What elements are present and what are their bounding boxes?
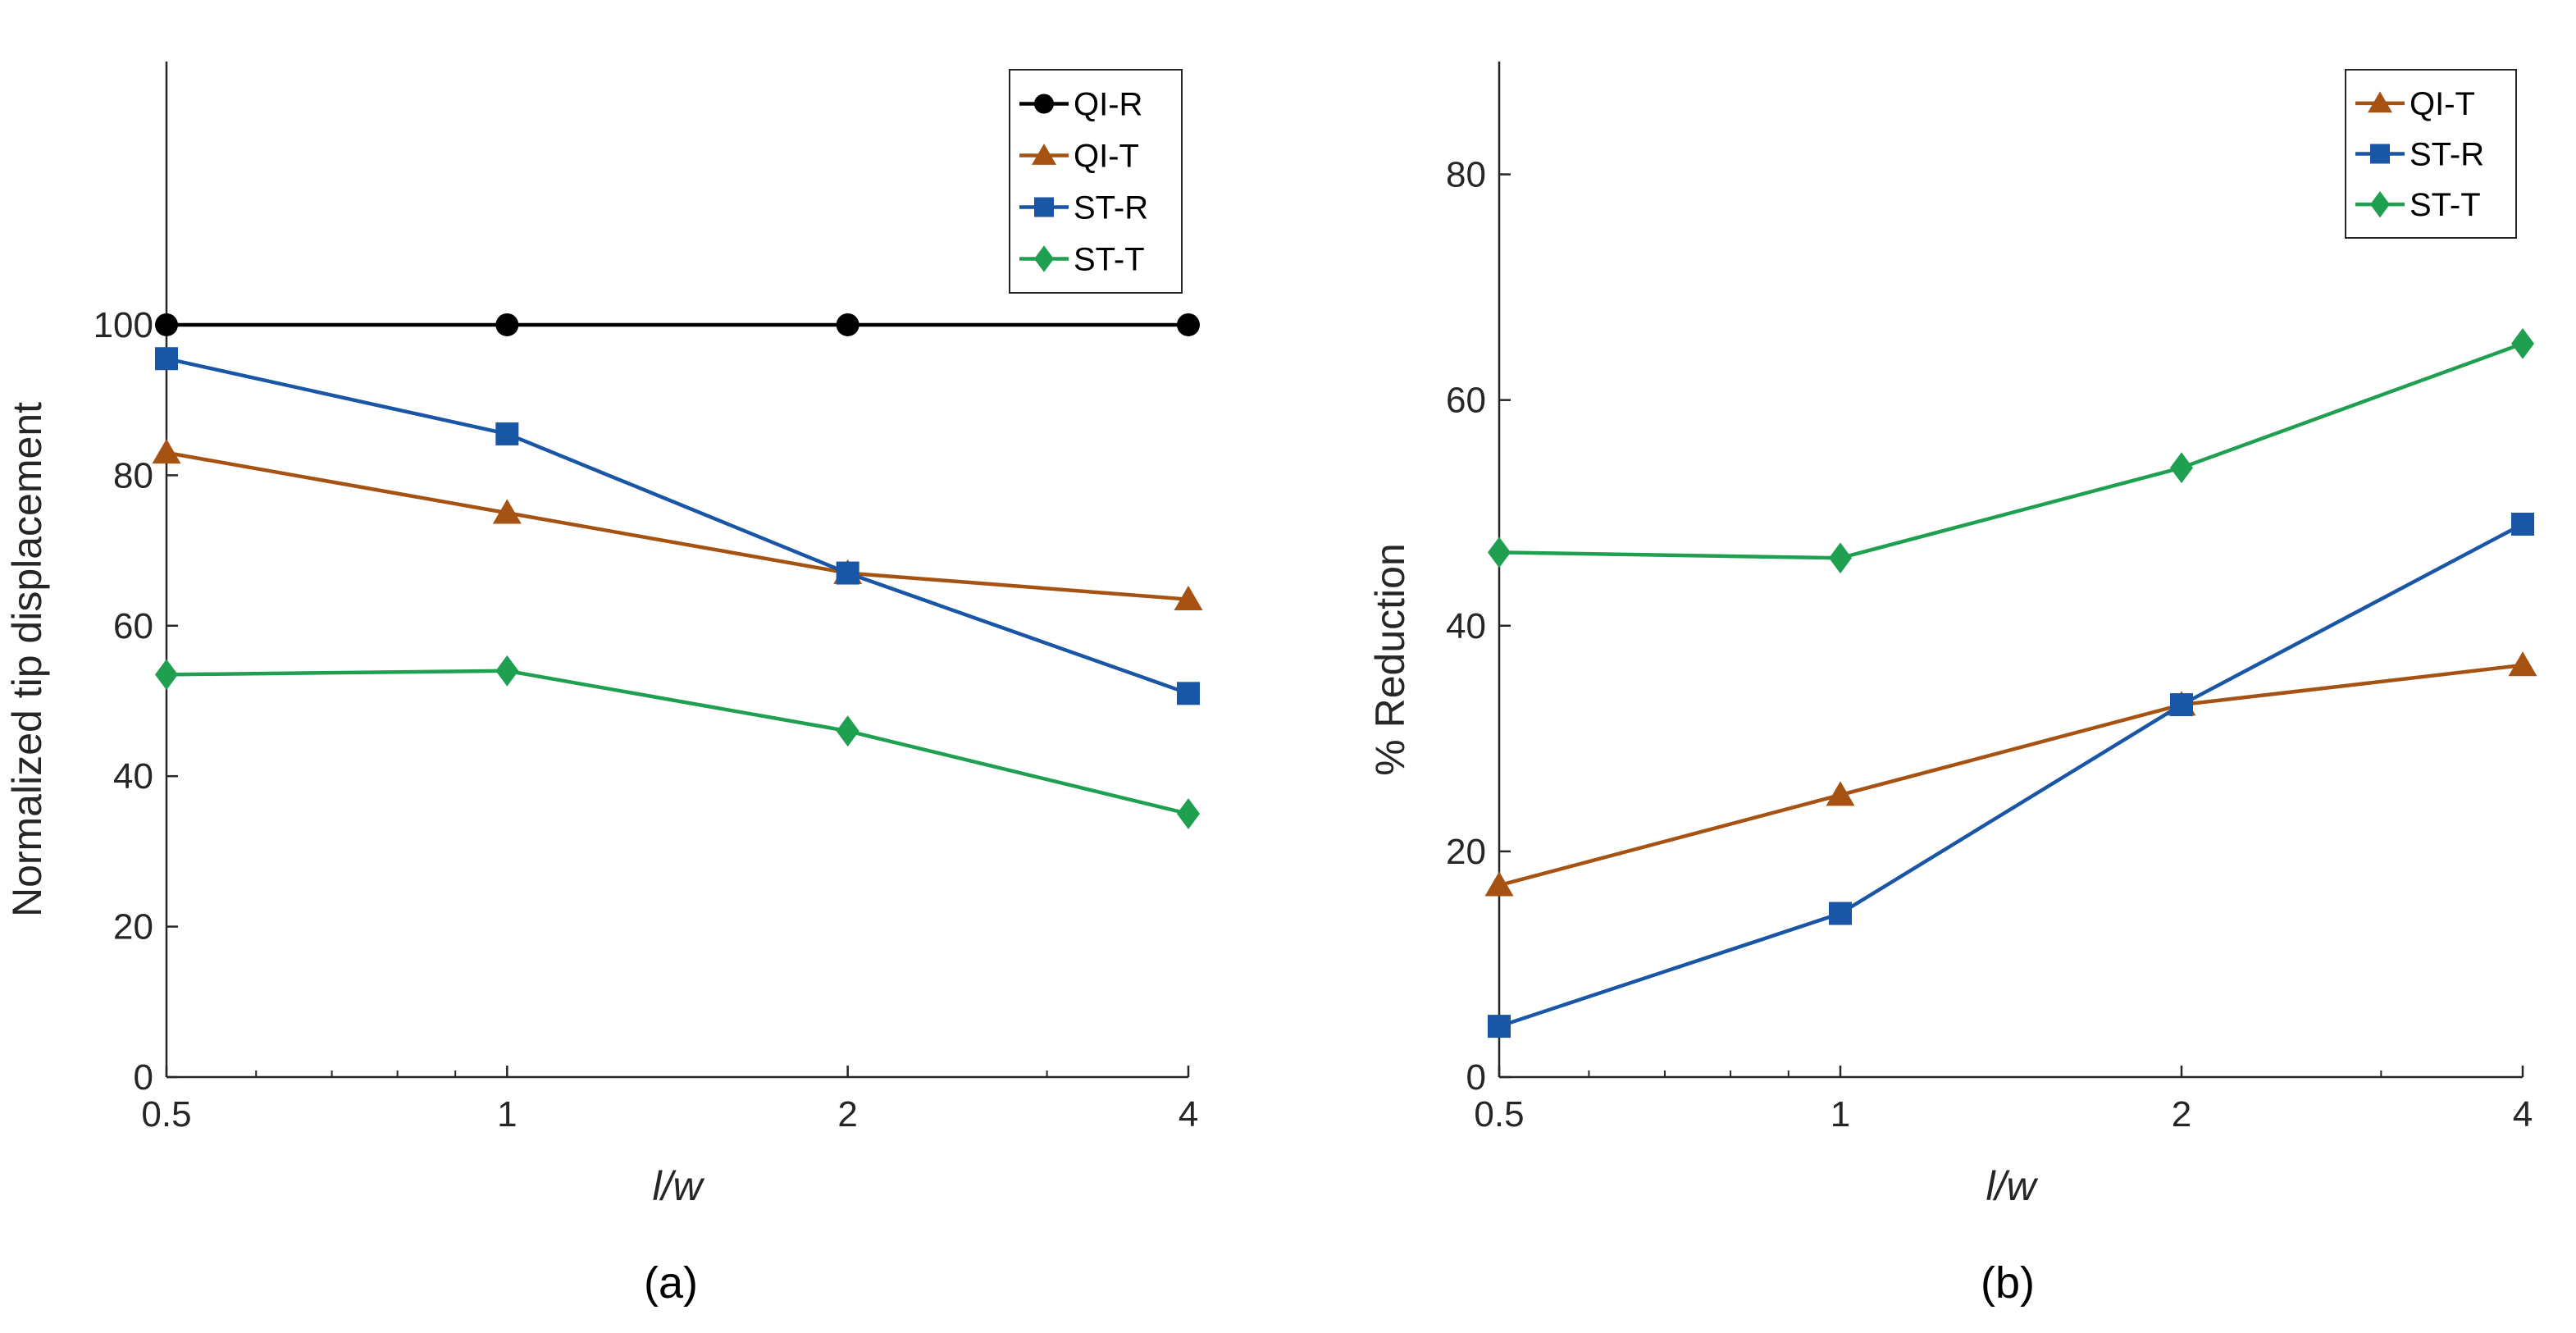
- series-st-t: [155, 655, 1200, 829]
- legend-label: ST-R: [2410, 137, 2484, 173]
- legend-label: QI-R: [1074, 87, 1142, 123]
- y-tick-label: 20: [113, 907, 153, 947]
- y-axis-label: Normalized tip displacement: [4, 402, 50, 917]
- legend-item: QI-T: [2355, 86, 2475, 122]
- data-point: [155, 347, 178, 371]
- legend-item: ST-T: [1019, 242, 1145, 278]
- y-tick-label: 0: [134, 1057, 153, 1098]
- legend-marker: [1034, 245, 1054, 272]
- legend-label: ST-T: [1074, 242, 1145, 278]
- y-tick-label: 80: [1446, 155, 1486, 195]
- legend-label: QI-T: [2410, 86, 2475, 122]
- figure-caption: (b): [1981, 1258, 2035, 1308]
- data-point: [155, 659, 178, 691]
- data-point: [1174, 585, 1203, 610]
- legend-marker: [2368, 91, 2392, 113]
- series-line: [166, 669, 1189, 816]
- legend-label: ST-R: [1074, 190, 1148, 226]
- data-point: [836, 561, 859, 585]
- data-point: [2170, 452, 2193, 484]
- y-tick-label: 60: [113, 606, 153, 646]
- legend-item: ST-T: [2355, 187, 2481, 223]
- legend-marker: [2370, 144, 2390, 164]
- x-tick-label: 1: [1831, 1094, 1850, 1134]
- data-point: [1488, 1015, 1511, 1039]
- y-tick-label: 40: [113, 756, 153, 797]
- legend-item: QI-R: [1019, 87, 1142, 123]
- series-qi-t: [152, 439, 1203, 610]
- legend: QI-R QI-T ST-R ST-T: [1009, 69, 1183, 294]
- data-point: [2511, 512, 2534, 536]
- data-point: [495, 313, 519, 336]
- series-line: [1498, 341, 2524, 560]
- data-point: [1177, 798, 1200, 829]
- data-point: [1177, 313, 1200, 336]
- series-line: [166, 450, 1189, 601]
- y-tick-label: 0: [1466, 1057, 1486, 1098]
- x-tick-label: 0.5: [1474, 1094, 1524, 1134]
- x-tick-label: 1: [497, 1094, 517, 1134]
- y-tick-label: 100: [93, 305, 153, 345]
- data-point: [836, 715, 859, 747]
- data-point: [495, 655, 519, 687]
- legend-marker: [1034, 197, 1054, 217]
- series-line: [1498, 522, 2524, 1029]
- x-tick-label: 4: [2513, 1094, 2533, 1134]
- x-tick-label: 2: [2172, 1094, 2191, 1134]
- data-point: [155, 313, 178, 336]
- data-point: [1177, 682, 1200, 705]
- legend-marker: [2370, 190, 2390, 218]
- legend-item: ST-R: [2355, 137, 2484, 173]
- figure-caption: (a): [644, 1258, 698, 1308]
- legend-label: QI-T: [1074, 139, 1139, 175]
- y-tick-label: 80: [113, 455, 153, 495]
- data-point: [1488, 536, 1511, 568]
- data-point: [152, 439, 181, 464]
- series-qi-r: [155, 313, 1200, 336]
- series-st-t: [1488, 327, 2534, 574]
- data-point: [495, 422, 519, 445]
- x-tick-label: 0.5: [141, 1094, 191, 1134]
- data-point: [2508, 651, 2537, 677]
- legend-label: ST-T: [2410, 187, 2481, 223]
- data-point: [1829, 542, 1852, 574]
- data-point: [2511, 327, 2534, 359]
- data-point: [1829, 902, 1852, 925]
- y-tick-label: 40: [1446, 606, 1486, 646]
- series-st-r: [155, 347, 1200, 705]
- x-tick-label: 4: [1179, 1094, 1198, 1134]
- series-line: [166, 357, 1189, 696]
- legend: QI-T ST-R ST-T: [2345, 69, 2517, 239]
- series-qi-t: [1484, 651, 2537, 897]
- chart-a: 0 20 40 60 80 100 0.5 1 2 4 l/w Normalized tip disp…: [4, 62, 1203, 1308]
- data-point: [1484, 871, 1514, 897]
- x-tick-label: 2: [837, 1094, 857, 1134]
- chart-b: 0 20 40 60 80 0.5 1 2 4 l/w % Reduction (b) QI-T ST-R…: [1367, 62, 2537, 1308]
- data-point: [2170, 693, 2193, 717]
- y-tick-label: 20: [1446, 832, 1486, 872]
- legend-item: ST-R: [1019, 190, 1148, 226]
- legend-marker: [1034, 94, 1054, 114]
- data-point: [1826, 781, 1855, 806]
- data-point: [492, 499, 522, 524]
- data-point: [836, 313, 859, 336]
- y-tick-label: 60: [1446, 381, 1486, 421]
- x-axis-label: l/w: [652, 1163, 704, 1209]
- series-line: [1498, 663, 2524, 888]
- series-st-r: [1488, 512, 2534, 1039]
- y-axis-label: % Reduction: [1367, 543, 1413, 776]
- legend-item: QI-T: [1019, 139, 1139, 175]
- legend-marker: [1032, 144, 1056, 165]
- x-axis-label: l/w: [1986, 1163, 2038, 1209]
